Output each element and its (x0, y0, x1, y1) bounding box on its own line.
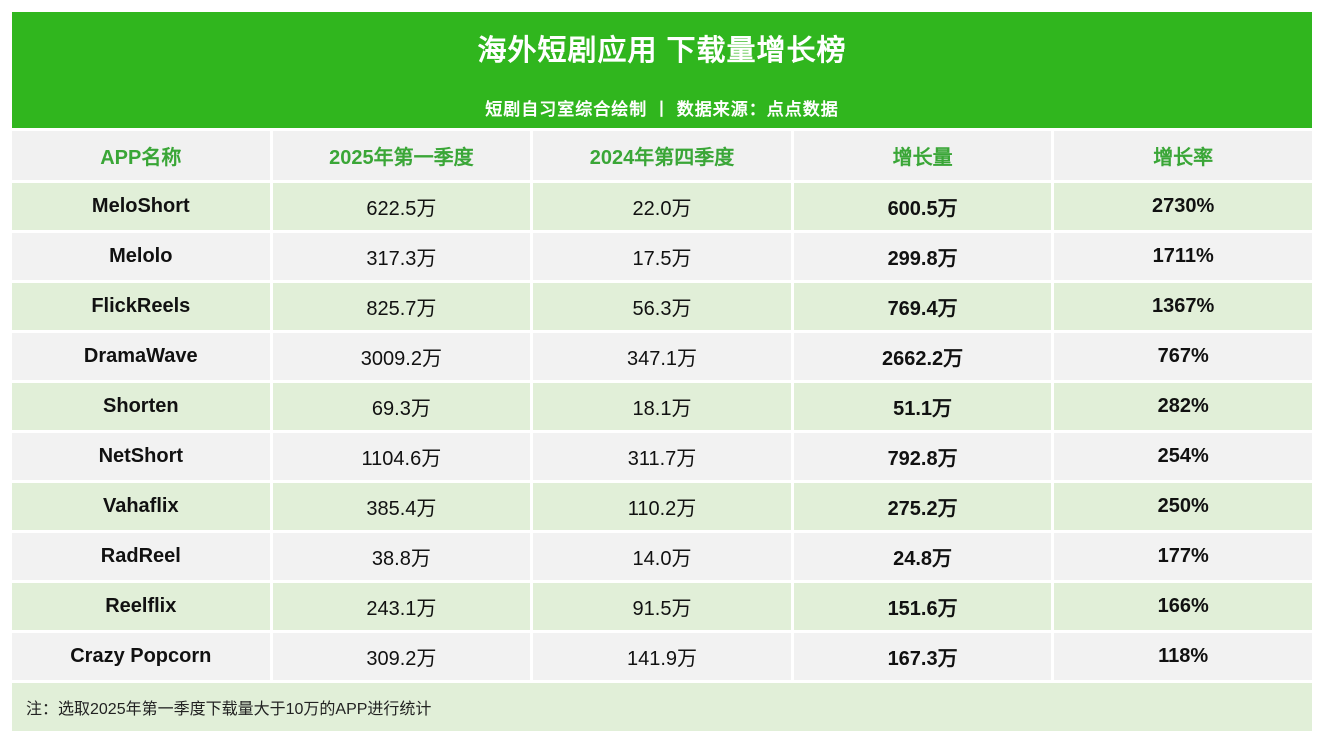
app-name-cell: Crazy Popcorn (12, 633, 270, 680)
growth-rate-cell: 1711% (1054, 233, 1312, 280)
page-title: 海外短剧应用 下载量增长榜 (477, 34, 847, 67)
growth-rate-cell: 250% (1054, 483, 1312, 530)
app-name-cell: Shorten (12, 383, 270, 430)
growth-rate-cell: 1367% (1054, 283, 1312, 330)
q4-2024-cell: 56.3万 (533, 283, 791, 330)
q1-2025-cell: 38.8万 (272, 533, 531, 580)
growth-amount-cell: 792.8万 (793, 433, 1052, 480)
growth-amount-cell: 600.5万 (793, 183, 1052, 230)
q1-2025-cell: 317.3万 (272, 233, 531, 280)
column-header-app-name: APP名称 (12, 131, 270, 180)
table-row: Crazy Popcorn 309.2万 141.9万 167.3万 118% (12, 633, 1312, 680)
app-name-cell: Vahaflix (12, 483, 270, 530)
growth-amount-cell: 769.4万 (793, 283, 1052, 330)
table-header-row: APP名称 2025年第一季度 2024年第四季度 增长量 增长率 (12, 131, 1312, 180)
q1-2025-cell: 3009.2万 (272, 333, 531, 380)
growth-amount-cell: 275.2万 (793, 483, 1052, 530)
q1-2025-cell: 243.1万 (272, 583, 531, 630)
column-header-growth-rate: 增长率 (1054, 131, 1312, 180)
footnote-text: 注：选取2025年第一季度下载量大于10万的APP进行统计 (26, 701, 432, 718)
banner: 海外短剧应用 下载量增长榜 短剧自习室综合绘制 丨 数据来源：点点数据 (12, 12, 1312, 128)
app-name-cell: Reelflix (12, 583, 270, 630)
column-header-growth-amount: 增长量 (793, 131, 1052, 180)
growth-amount-cell: 51.1万 (793, 383, 1052, 430)
page-subtitle: 短剧自习室综合绘制 丨 数据来源：点点数据 (485, 99, 839, 119)
q4-2024-cell: 141.9万 (533, 633, 791, 680)
growth-rate-cell: 166% (1054, 583, 1312, 630)
growth-amount-cell: 24.8万 (793, 533, 1052, 580)
table-row: Shorten 69.3万 18.1万 51.1万 282% (12, 383, 1312, 430)
footnote: 注：选取2025年第一季度下载量大于10万的APP进行统计 (12, 683, 1312, 731)
growth-amount-cell: 151.6万 (793, 583, 1052, 630)
growth-rate-cell: 2730% (1054, 183, 1312, 230)
q1-2025-cell: 1104.6万 (272, 433, 531, 480)
q1-2025-cell: 825.7万 (272, 283, 531, 330)
growth-rate-cell: 118% (1054, 633, 1312, 680)
app-name-cell: NetShort (12, 433, 270, 480)
q4-2024-cell: 110.2万 (533, 483, 791, 530)
q4-2024-cell: 311.7万 (533, 433, 791, 480)
table-row: RadReel 38.8万 14.0万 24.8万 177% (12, 533, 1312, 580)
table-row: DramaWave 3009.2万 347.1万 2662.2万 767% (12, 333, 1312, 380)
q4-2024-cell: 18.1万 (533, 383, 791, 430)
table-row: FlickReels 825.7万 56.3万 769.4万 1367% (12, 283, 1312, 330)
table-row: Vahaflix 385.4万 110.2万 275.2万 250% (12, 483, 1312, 530)
app-name-cell: DramaWave (12, 333, 270, 380)
growth-rate-cell: 282% (1054, 383, 1312, 430)
growth-rate-cell: 254% (1054, 433, 1312, 480)
q4-2024-cell: 14.0万 (533, 533, 791, 580)
q1-2025-cell: 622.5万 (272, 183, 531, 230)
table-row: Reelflix 243.1万 91.5万 151.6万 166% (12, 583, 1312, 630)
q4-2024-cell: 91.5万 (533, 583, 791, 630)
growth-rate-cell: 767% (1054, 333, 1312, 380)
q1-2025-cell: 309.2万 (272, 633, 531, 680)
growth-rate-cell: 177% (1054, 533, 1312, 580)
app-name-cell: FlickReels (12, 283, 270, 330)
app-name-cell: Melolo (12, 233, 270, 280)
q4-2024-cell: 22.0万 (533, 183, 791, 230)
app-name-cell: MeloShort (12, 183, 270, 230)
q1-2025-cell: 385.4万 (272, 483, 531, 530)
table-body: MeloShort 622.5万 22.0万 600.5万 2730% Melo… (12, 183, 1312, 680)
q4-2024-cell: 17.5万 (533, 233, 791, 280)
column-header-q4-2024: 2024年第四季度 (533, 131, 791, 180)
growth-amount-cell: 299.8万 (793, 233, 1052, 280)
growth-amount-cell: 167.3万 (793, 633, 1052, 680)
app-name-cell: RadReel (12, 533, 270, 580)
q1-2025-cell: 69.3万 (272, 383, 531, 430)
q4-2024-cell: 347.1万 (533, 333, 791, 380)
table-row: NetShort 1104.6万 311.7万 792.8万 254% (12, 433, 1312, 480)
table-row: Melolo 317.3万 17.5万 299.8万 1711% (12, 233, 1312, 280)
column-header-q1-2025: 2025年第一季度 (272, 131, 531, 180)
downloads-growth-table: APP名称 2025年第一季度 2024年第四季度 增长量 增长率 MeloSh… (12, 131, 1312, 680)
table-row: MeloShort 622.5万 22.0万 600.5万 2730% (12, 183, 1312, 230)
growth-amount-cell: 2662.2万 (793, 333, 1052, 380)
